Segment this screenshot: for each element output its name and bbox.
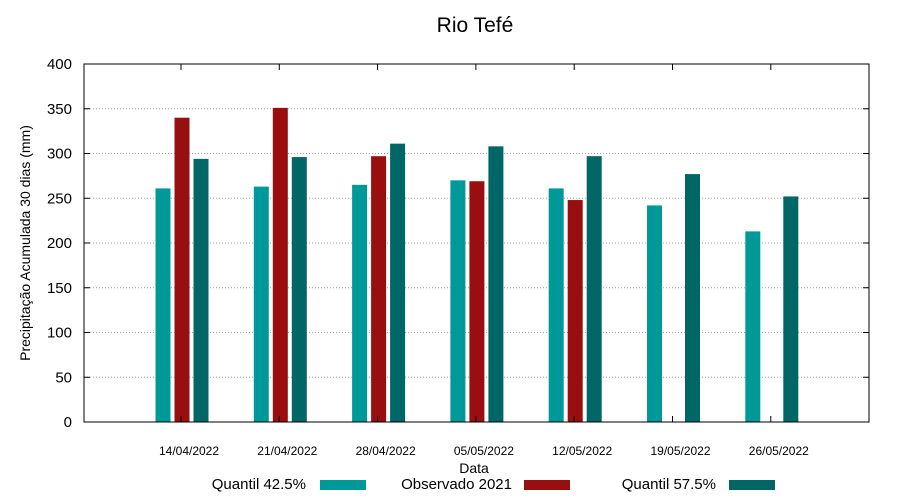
bar-1	[647, 205, 662, 422]
bar-3	[685, 174, 700, 422]
legend-label: Observado 2021	[401, 476, 512, 493]
bar-1	[745, 231, 761, 422]
bar-3	[390, 143, 406, 422]
grid-lines	[84, 108, 869, 378]
x-tick-label: 19/05/2022	[650, 444, 710, 458]
bar-1	[155, 188, 171, 422]
chart-title: Rio Tefé	[437, 14, 514, 37]
legend-swatch	[729, 480, 775, 490]
bar-2	[174, 117, 190, 422]
y-axis-label: Precipitação Acumulada 30 dias (mm)	[17, 125, 33, 361]
bars	[155, 107, 799, 422]
y-tick-label: 400	[47, 56, 72, 73]
bar-1	[352, 184, 368, 422]
bar-1	[450, 180, 466, 422]
bar-3	[488, 146, 504, 422]
x-axis-ticks: 14/04/2022 21/04/2022 28/04/2022 05/05/2022…	[159, 64, 809, 458]
x-tick-label: 21/04/2022	[257, 444, 317, 458]
x-tick-label: 14/04/2022	[159, 444, 219, 458]
bar-3	[291, 157, 307, 422]
bar-3	[586, 156, 602, 422]
bar-2	[371, 156, 387, 422]
bar-3	[783, 196, 799, 422]
bar-3	[193, 158, 209, 422]
bar-2	[567, 200, 583, 422]
y-axis-ticks: 0 50 100 150 200 250 300 350 400	[47, 56, 869, 431]
x-tick-label: 12/05/2022	[552, 444, 612, 458]
legend-swatch	[320, 480, 366, 490]
y-tick-label: 350	[47, 101, 72, 118]
x-tick-label: 05/05/2022	[454, 444, 514, 458]
x-axis-label: Data	[459, 460, 489, 476]
bar-1	[548, 188, 564, 422]
bar-2	[469, 181, 485, 422]
legend-swatch	[524, 480, 570, 490]
y-tick-label: 250	[47, 190, 72, 207]
bar-1	[253, 186, 269, 422]
y-tick-label: 300	[47, 146, 72, 163]
y-tick-label: 200	[47, 235, 72, 252]
bar-2	[272, 107, 288, 422]
x-tick-label: 28/04/2022	[356, 444, 416, 458]
legend: Quantil 42.5% Observado 2021 Quantil 57.5%	[212, 476, 775, 493]
y-tick-label: 100	[47, 325, 72, 342]
legend-label: Quantil 57.5%	[622, 476, 716, 493]
x-tick-label: 26/05/2022	[749, 444, 809, 458]
y-tick-label: 150	[47, 280, 72, 297]
y-tick-label: 0	[64, 414, 72, 431]
y-tick-label: 50	[55, 369, 72, 386]
legend-label: Quantil 42.5%	[212, 476, 306, 493]
